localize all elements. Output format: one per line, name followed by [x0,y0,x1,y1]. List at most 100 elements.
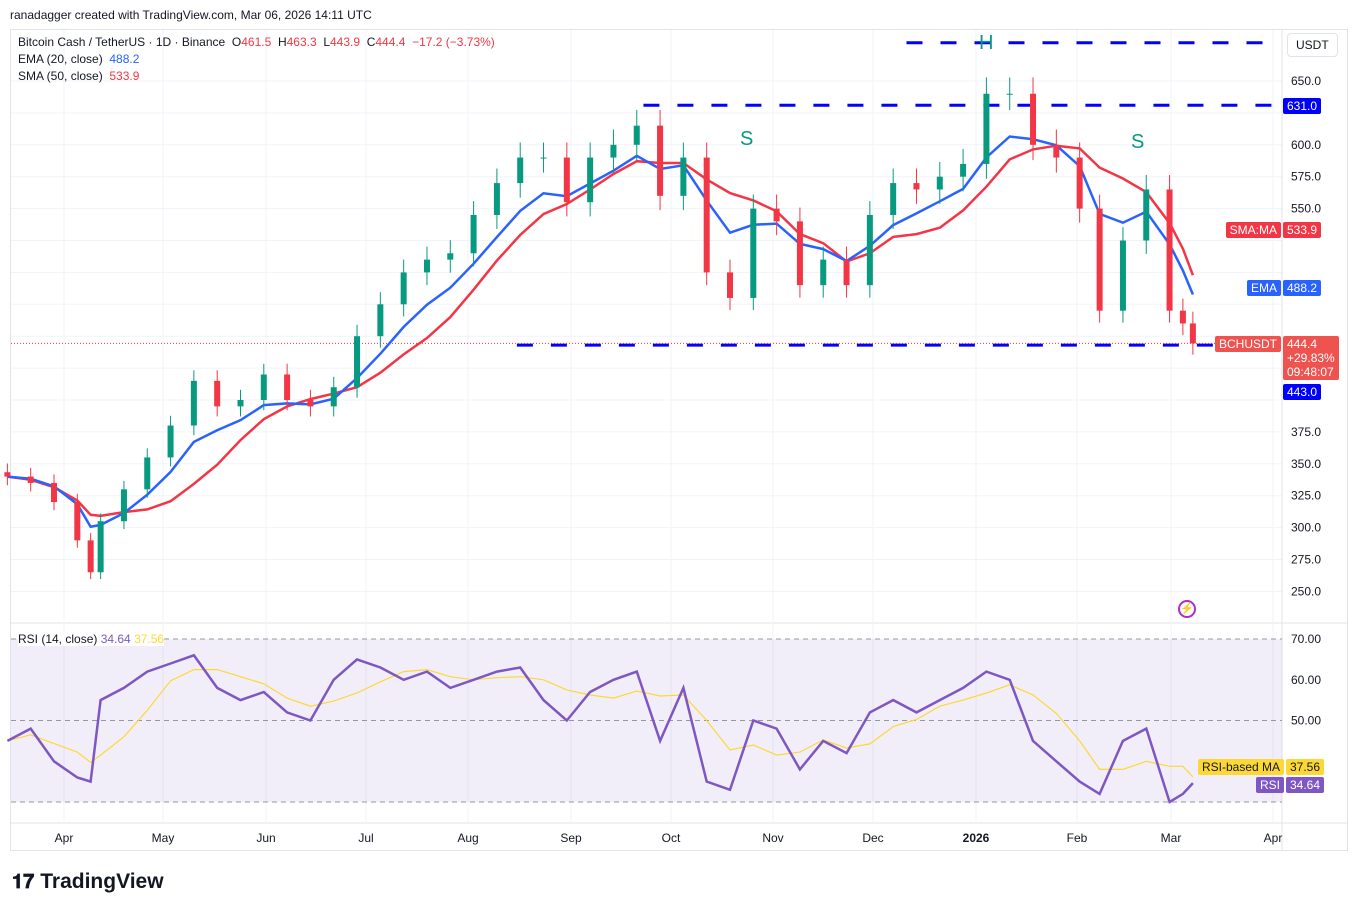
candle [820,259,827,286]
candle [540,157,547,159]
candle [1119,240,1126,311]
last-price-label: 444.4 +29.83% 09:48:07 [1283,336,1339,380]
candle [97,521,104,573]
candle [307,400,314,407]
price-tick: 600.0 [1291,138,1321,152]
candle [377,304,384,337]
last-price: 444.4 [1287,337,1318,351]
open-value: 461.5 [241,35,272,49]
time-tick: May [152,831,175,845]
chart-frame [10,29,1348,851]
time-tick: Jul [358,831,373,845]
price-tick: 350.0 [1291,457,1321,471]
candle [1006,93,1013,95]
ema-legend-label: EMA (20, close) [18,52,103,66]
rsi-legend[interactable]: RSI (14, close) 34.64 37.56 [18,632,165,646]
candle [727,272,733,298]
rsi-value-label: 34.64 [1286,777,1325,793]
price-tick: 550.0 [1291,202,1321,216]
sma-tag: SMA:MA [1225,222,1281,238]
rsi-legend-label: RSI (14, close) [18,632,98,646]
rsi-ma-legend-value: 37.56 [134,632,165,646]
candle [423,259,430,273]
sma-legend[interactable]: SMA (50, close) 533.9 [18,69,139,83]
change-value: −17.2 (−3.73%) [412,35,495,49]
symbol-title: Bitcoin Cash / TetherUS · 1D · Binance [18,35,226,49]
candle [633,125,640,145]
candle [936,176,943,190]
ema-line [7,135,1195,529]
candle [680,157,687,196]
ema-legend[interactable]: EMA (20, close) 488.2 [18,52,139,66]
candle [51,482,58,503]
support-price-label: 443.0 [1283,384,1322,400]
candle [796,221,803,286]
time-tick: Mar [1161,831,1182,845]
right-shoulder-label: S [1131,131,1145,153]
candle [1076,157,1083,209]
candle [866,214,873,286]
bar-countdown: 09:48:07 [1287,365,1334,379]
time-tick: Aug [457,831,478,845]
candle [960,163,967,177]
candle [1179,310,1186,324]
candle [563,157,570,203]
rsi-tick: 70.00 [1291,632,1321,646]
candle [843,259,850,286]
rsi-tag: RSI [1255,777,1284,793]
price-tick: 250.0 [1291,584,1321,598]
price-tick: 325.0 [1291,489,1321,503]
resistance-price-label: 631.0 [1283,98,1322,114]
close-value: 444.4 [375,35,406,49]
time-tick: Sep [560,831,582,845]
candle [983,93,990,164]
price-tick: 300.0 [1291,521,1321,535]
tradingview-logo[interactable]: 𝟏𝟕 TradingView [12,870,164,894]
candle [400,272,407,305]
open-label: O [231,35,242,49]
time-tick: Nov [762,831,783,845]
candle [657,125,664,196]
currency-button[interactable]: USDT [1287,33,1338,57]
candle [27,476,34,483]
candle [773,208,780,222]
candle [190,380,197,426]
ema-tag: EMA [1246,280,1281,296]
sma-line [7,144,1195,518]
ema-legend-value: 488.2 [109,52,140,66]
sma-legend-value: 533.9 [109,69,140,83]
lightning-icon[interactable]: ⚡ [1178,600,1196,618]
candle [703,157,710,273]
high-label: H [277,35,287,49]
candle [1030,93,1037,145]
candle [87,540,94,573]
time-tick: Feb [1067,831,1088,845]
candle [354,336,361,388]
symbol-tag: BCHUSDT [1214,336,1281,352]
rsi-legend-value: 34.64 [100,632,131,646]
brand-name: TradingView [40,870,164,893]
candle [167,425,174,458]
price-tick: 650.0 [1291,74,1321,88]
rsi-line [6,653,1194,804]
candle [1096,208,1103,311]
tv-logo-icon: 𝟏𝟕 [12,870,35,893]
head-label: H [979,32,994,54]
candle [4,472,11,477]
candle [750,208,757,298]
close-label: C [366,35,376,49]
candle [1166,189,1173,311]
left-shoulder-label: S [740,128,754,150]
candle [330,387,337,407]
credit-text: ranadagger created with TradingView.com,… [10,8,372,22]
candle [74,502,81,541]
candle [470,214,477,254]
low-value: 443.9 [330,35,361,49]
candle [890,183,897,215]
sma-legend-label: SMA (50, close) [18,69,103,83]
candle [1053,144,1060,158]
rsi-tick: 50.00 [1291,714,1321,728]
candle [260,374,267,400]
